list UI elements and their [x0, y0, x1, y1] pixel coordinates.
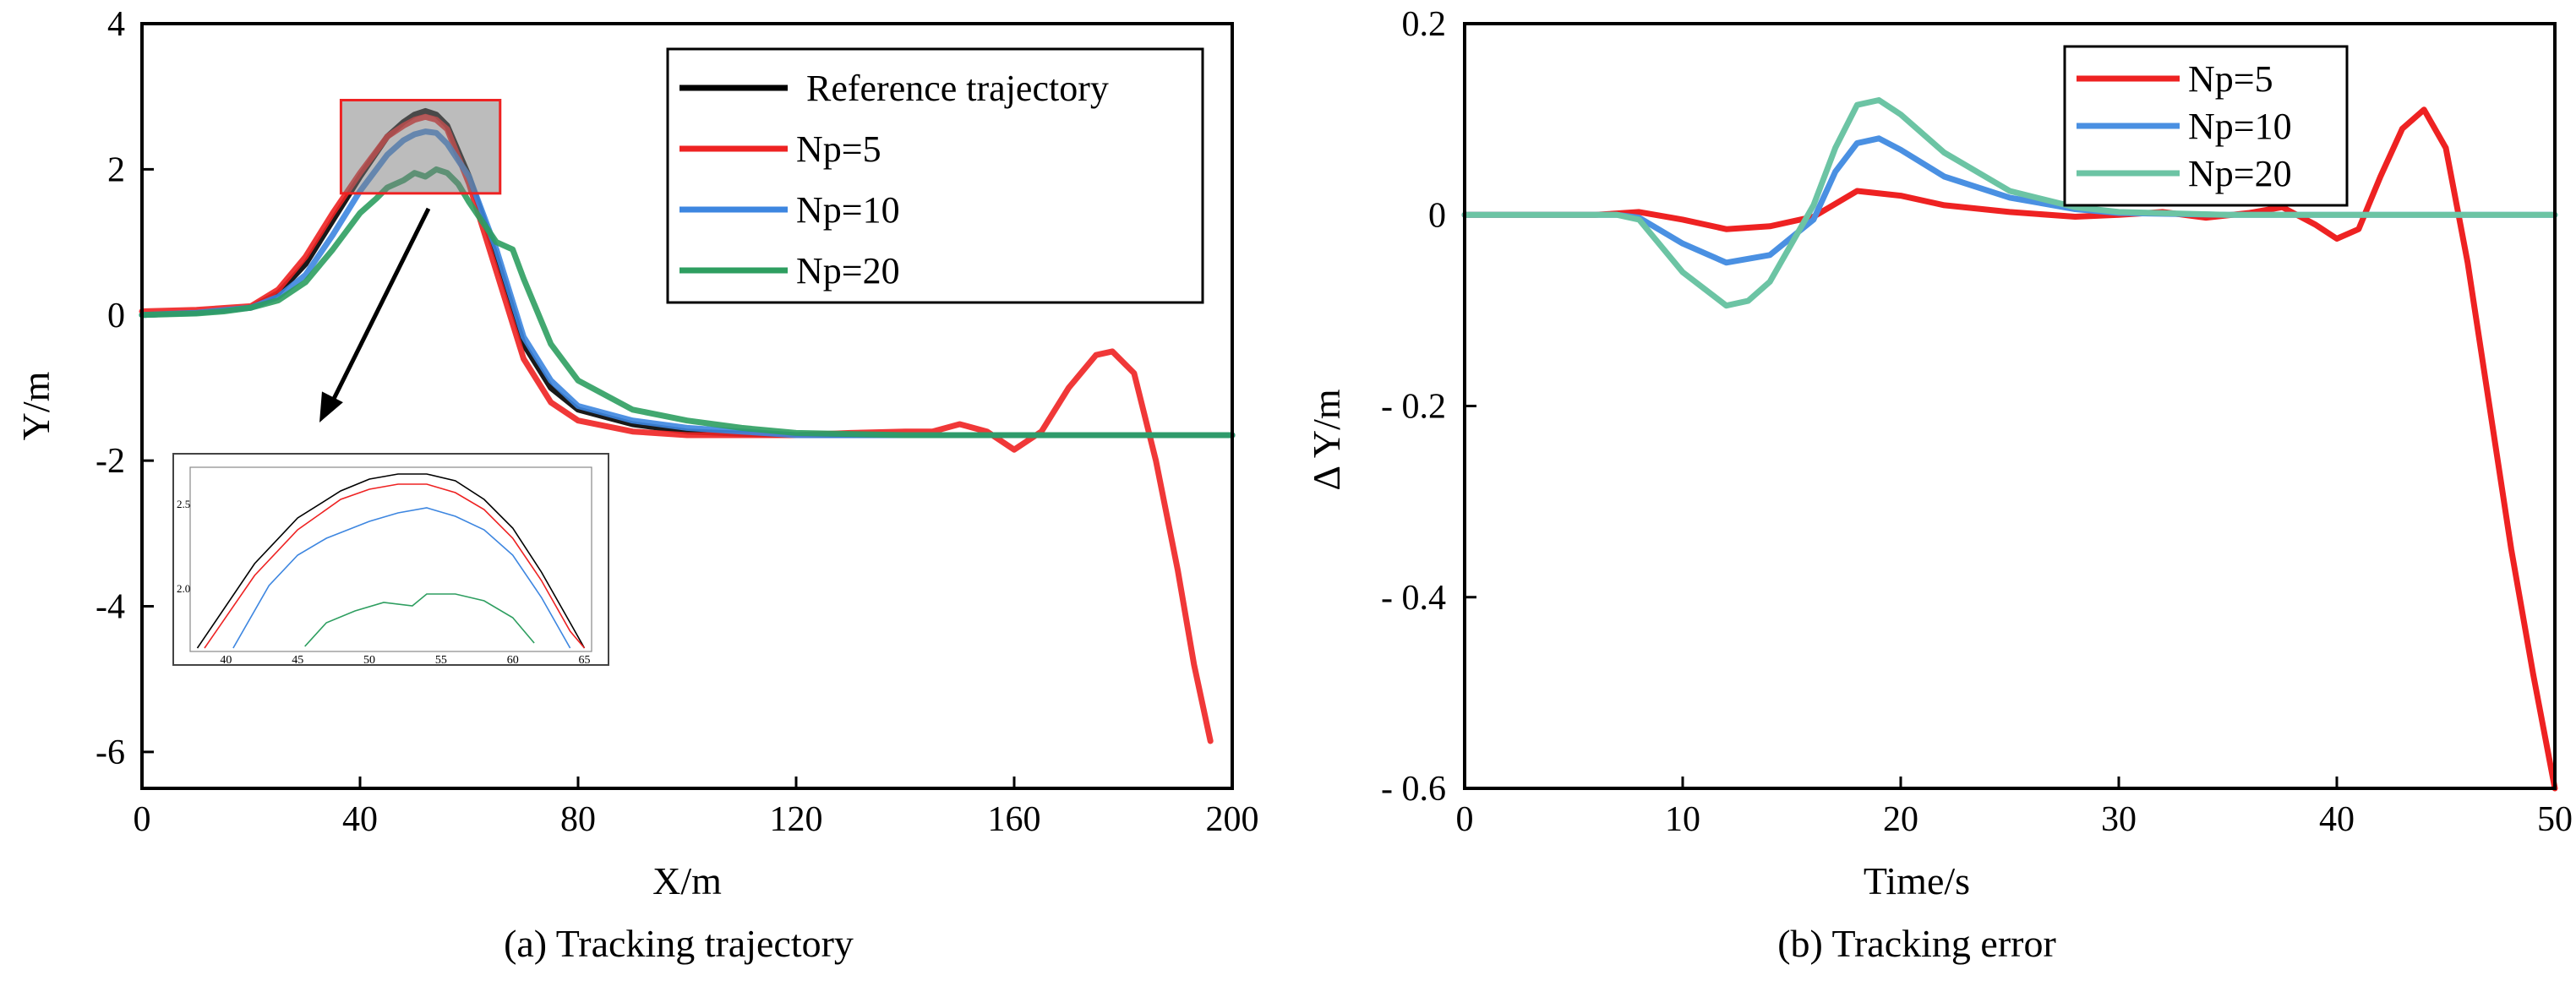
panel-tracking-trajectory: 0 40 80 120 160 200 4 2 0 -2 -4 -6 40 45 50 55 60 65 2.5 2… [14, 5, 1259, 965]
x-tick-label: 30 [2101, 800, 2137, 839]
panel-a-plot-frame [140, 22, 1234, 790]
x-tick-label: 40 [2319, 800, 2355, 839]
panel-b-ticks: 0 10 20 30 40 50 0.2 0 - 0.2 - 0.4 - 0.6 [1381, 5, 2573, 839]
inset-background [172, 453, 609, 666]
inset-y-tick-label: 2.0 [177, 582, 190, 595]
x-tick-label: 120 [770, 800, 823, 839]
x-tick-label: 50 [2537, 800, 2573, 839]
legend-label: Np=10 [2188, 106, 2292, 147]
y-tick-label: -6 [96, 733, 125, 772]
series-line [1461, 97, 2558, 309]
y-tick-label: 2 [107, 150, 125, 189]
panel-b-y-axis-label: Δ Y/m [1305, 389, 1348, 491]
legend-label: Np=5 [796, 128, 881, 170]
y-tick-label: 4 [107, 5, 125, 44]
inset-x-tick-label: 60 [507, 654, 519, 667]
y-tick-label: - 0.6 [1381, 770, 1446, 809]
legend-frame [666, 47, 1204, 304]
legend-label: Np=5 [2188, 58, 2273, 100]
x-tick-label: 160 [988, 800, 1041, 839]
inset-series-line [196, 473, 586, 649]
zoom-box [339, 99, 502, 195]
panel-b-caption: (b) Tracking error [1777, 922, 2056, 965]
inset-series-line [304, 593, 535, 647]
panel-b-series [1461, 97, 2558, 792]
y-tick-label: 0 [1428, 196, 1446, 235]
inset-x-tick-label: 50 [363, 654, 375, 667]
inset-y-tick-label: 2.5 [177, 498, 190, 510]
inset-frame [189, 466, 592, 652]
y-tick-label: 0.2 [1402, 5, 1447, 44]
y-tick-label: -2 [96, 442, 125, 481]
y-tick-label: - 0.4 [1381, 579, 1446, 618]
x-tick-label: 200 [1206, 800, 1259, 839]
panel-a-legend: Reference trajectory Np=5 Np=10 Np=20 [666, 47, 1204, 304]
inset-series-line [232, 507, 571, 649]
y-tick-label: -4 [96, 588, 125, 627]
inset-x-tick-label: 65 [579, 654, 591, 667]
x-tick-label: 40 [342, 800, 378, 839]
zoom-arrowhead [319, 391, 343, 422]
x-tick-label: 80 [560, 800, 596, 839]
legend-label: Np=20 [796, 250, 900, 292]
panel-a-x-axis-label: X/m [652, 859, 722, 902]
inset-x-tick-label: 55 [435, 654, 447, 667]
panel-tracking-error: 0 10 20 30 40 50 0.2 0 - 0.2 - 0.4 - 0.6 Np=5 Np=10… [1305, 5, 2573, 965]
zoom-arrow [327, 207, 431, 409]
legend-label: Reference trajectory [806, 68, 1109, 109]
x-tick-label: 0 [134, 800, 151, 839]
x-tick-label: 10 [1665, 800, 1700, 839]
panel-b-legend: Np=5 Np=10 Np=20 [2063, 45, 2349, 207]
legend-label: Np=20 [2188, 153, 2292, 194]
panel-b-x-axis-label: Time/s [1864, 859, 1970, 902]
y-tick-label: - 0.2 [1381, 388, 1446, 427]
inset-series-line [204, 483, 586, 649]
series-line [1461, 106, 2558, 792]
inset-x-tick-label: 45 [292, 654, 303, 667]
x-tick-label: 0 [1456, 800, 1474, 839]
legend-label: Np=10 [796, 189, 900, 231]
y-tick-label: 0 [107, 297, 125, 335]
inset-zoom-plot: 40 45 50 55 60 65 2.5 2.0 [172, 453, 609, 667]
panel-a-y-axis-label: Y/m [14, 371, 57, 440]
x-tick-label: 20 [1883, 800, 1918, 839]
inset-x-tick-label: 40 [220, 654, 232, 667]
panel-a-caption: (a) Tracking trajectory [504, 922, 854, 965]
panel-b-plot-frame [1463, 22, 2557, 790]
